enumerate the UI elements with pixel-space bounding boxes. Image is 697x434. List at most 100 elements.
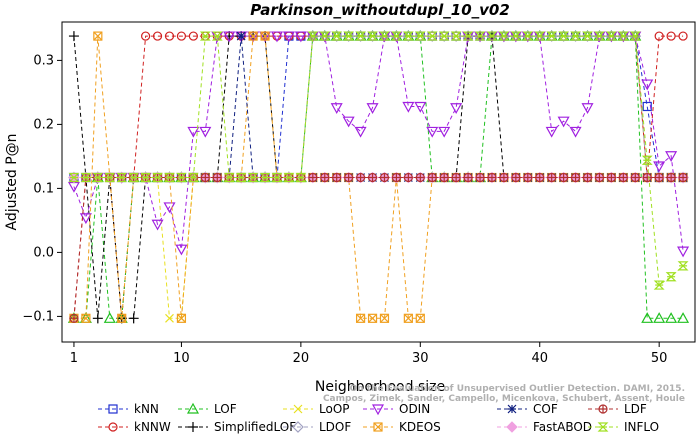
- y-axis: −0.1 0.0 0.1 0.2 0.3: [22, 53, 62, 324]
- point-marker-circle-plus-cross: [607, 173, 616, 182]
- point-marker-circle: [176, 31, 187, 41]
- legend-label: kNN: [134, 402, 159, 416]
- point-marker-triangle-down: [175, 244, 188, 256]
- point-marker-plus: [128, 313, 139, 324]
- point-marker-diamond: [545, 30, 558, 42]
- data-point: [605, 31, 617, 41]
- point-marker-circle-plus-cross: [440, 173, 449, 182]
- point-marker-hourglass: [498, 31, 510, 41]
- data-point: [187, 126, 200, 138]
- point-marker-hourglass: [367, 31, 378, 41]
- point-marker-circle: [152, 31, 163, 41]
- data-point: [402, 30, 415, 42]
- x-tick-label: 50: [651, 351, 668, 366]
- point-marker-triangle-down: [438, 126, 451, 138]
- point-marker-hourglass: [653, 280, 665, 290]
- data-point: [403, 172, 413, 183]
- point-marker-square-x: [355, 313, 366, 323]
- point-marker-square-x-cross: [415, 313, 425, 323]
- data-point: [200, 172, 210, 183]
- point-marker-diamond: [450, 30, 462, 42]
- point-marker-hourglass: [68, 172, 80, 183]
- legend-item-kdeos: KDEOS: [363, 420, 441, 434]
- x-axis: 1 10 20 30 40 50: [70, 342, 668, 366]
- data-point: [653, 280, 665, 290]
- data-point: [259, 172, 271, 183]
- data-point: [557, 116, 570, 128]
- point-marker-square-x-cross: [368, 313, 377, 323]
- data-point: [188, 31, 198, 41]
- series-layer: [67, 29, 690, 324]
- point-marker-hourglass: [402, 31, 414, 41]
- data-point: [140, 172, 152, 183]
- legend-item-ldof: LDOF: [283, 420, 351, 434]
- point-marker-triangle-down: [557, 116, 570, 128]
- point-marker-x: [293, 404, 303, 414]
- data-point: [463, 172, 473, 183]
- data-point: [545, 126, 558, 138]
- data-point: [319, 31, 331, 41]
- data-point: [677, 246, 690, 258]
- point-marker-circle-plus-cross: [631, 173, 640, 182]
- y-tick-label: 0.0: [33, 245, 54, 260]
- x-tick-label: 10: [173, 351, 190, 366]
- point-marker-hourglass: [641, 155, 653, 165]
- series-knn: [69, 31, 688, 183]
- point-marker-hourglass: [187, 172, 199, 183]
- data-point: [175, 244, 188, 256]
- data-point: [283, 172, 295, 183]
- data-point: [570, 31, 582, 41]
- point-marker-circle-plus-cross: [547, 173, 556, 182]
- data-point: [547, 172, 557, 183]
- point-marker-diamond: [414, 30, 427, 42]
- data-point: [199, 126, 212, 138]
- data-point: [128, 172, 140, 183]
- point-marker-hourglass: [594, 31, 605, 41]
- data-point: [677, 261, 689, 271]
- data-point: [426, 30, 439, 42]
- point-marker-triangle-down: [294, 31, 307, 43]
- data-point: [354, 30, 367, 42]
- legend-item-odin: ODIN: [363, 402, 430, 416]
- point-marker-hourglass: [128, 172, 140, 183]
- data-point: [223, 172, 235, 183]
- point-marker-triangle-down: [342, 116, 355, 128]
- point-marker-circle-plus-cross: [404, 173, 413, 182]
- legend-label: KDEOS: [399, 420, 441, 434]
- point-marker-diamond: [581, 30, 594, 42]
- data-point: [511, 172, 521, 183]
- data-point: [80, 172, 92, 183]
- point-marker-square-x-cross: [373, 422, 383, 432]
- series-line: [73, 35, 684, 178]
- data-point: [379, 172, 390, 183]
- point-marker-diamond: [402, 30, 415, 42]
- point-marker-square-x-cross: [260, 31, 270, 41]
- data-point: [569, 30, 582, 42]
- x-axis-label: Neighborhood size: [315, 379, 445, 395]
- series-line: [73, 35, 684, 252]
- point-marker-triangle-down: [653, 161, 666, 173]
- point-marker-hourglass: [343, 31, 355, 41]
- series-ldf: [69, 172, 688, 323]
- point-marker-hourglass: [116, 172, 128, 183]
- data-point: [557, 30, 570, 42]
- point-marker-triangle-up: [186, 402, 200, 414]
- data-point: [545, 30, 558, 42]
- data-point: [320, 172, 330, 183]
- point-marker-circle-plus-cross: [523, 173, 532, 182]
- data-point: [151, 219, 164, 231]
- data-point: [581, 30, 594, 42]
- point-marker-circle: [188, 31, 198, 41]
- point-marker-diamond: [438, 30, 451, 42]
- data-point: [152, 172, 163, 183]
- series-line: [73, 35, 684, 286]
- point-marker-circle-plus-cross: [599, 405, 607, 413]
- legend-item-fastabod: FastABOD: [497, 420, 592, 434]
- data-point: [307, 31, 319, 41]
- data-point: [223, 31, 236, 43]
- data-point: [450, 30, 462, 42]
- point-marker-circle-plus-cross: [368, 173, 377, 182]
- legend-item-ldf: LDF: [588, 402, 647, 416]
- data-point: [164, 31, 175, 41]
- point-marker-square-x-cross: [403, 313, 413, 323]
